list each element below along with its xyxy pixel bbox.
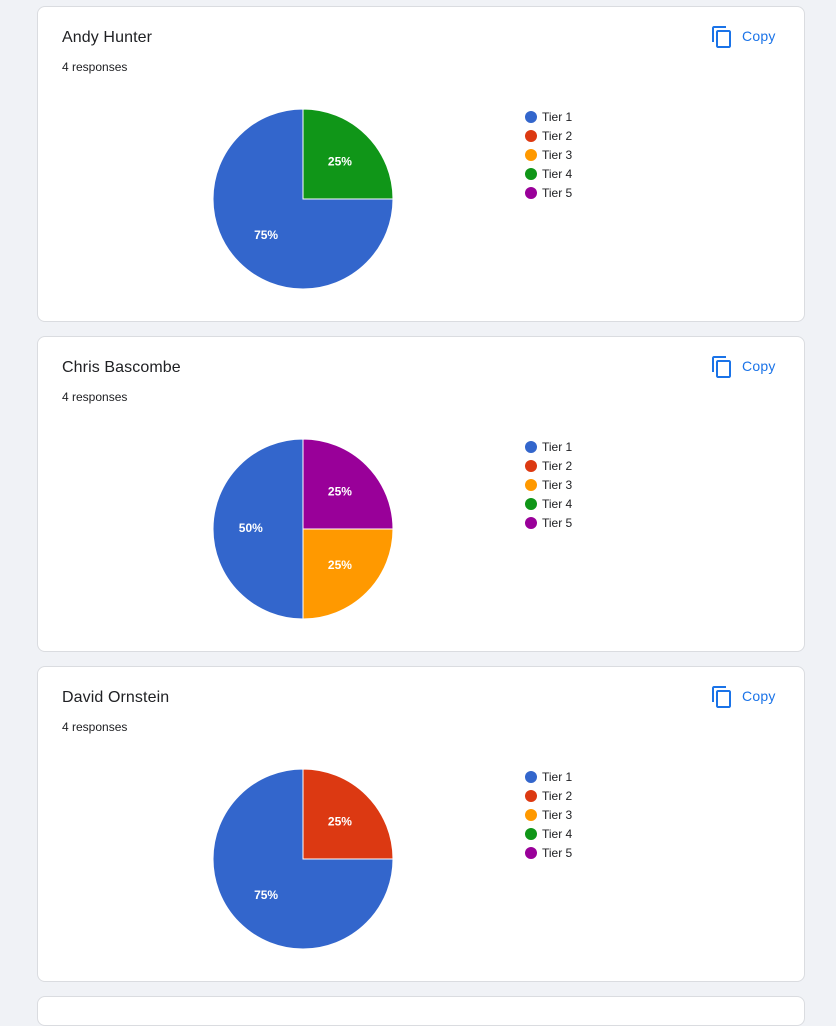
legend-swatch (525, 827, 537, 840)
legend-item-tier-5: Tier 5 (525, 843, 572, 862)
pie-chart: 75% 25% (210, 766, 396, 952)
response-count: 4 responses (62, 390, 128, 404)
response-count: 4 responses (62, 720, 128, 734)
legend-swatch (525, 167, 537, 180)
pie-chart-svg: 75% 25% (212, 768, 394, 950)
legend-label: Tier 3 (542, 807, 573, 822)
legend-swatch (525, 478, 537, 491)
chart-legend: Tier 1 Tier 2 Tier 3 Tier 4 Tier 5 (525, 107, 572, 202)
copy-icon (712, 26, 731, 48)
question-title: David Ornstein (62, 689, 170, 706)
legend-item-tier-5: Tier 5 (525, 183, 572, 202)
legend-label: Tier 4 (542, 496, 573, 511)
chart-legend: Tier 1 Tier 2 Tier 3 Tier 4 Tier 5 (525, 437, 572, 532)
copy-button[interactable]: Copy (710, 25, 776, 49)
copy-label: Copy (742, 358, 776, 374)
pie-slice-label: 25% (328, 558, 352, 572)
legend-item-tier-2: Tier 2 (525, 786, 572, 805)
legend-label: Tier 3 (542, 147, 573, 162)
pie-slice-tier-5 (302, 438, 394, 530)
copy-icon (712, 356, 731, 378)
legend-item-tier-4: Tier 4 (525, 164, 572, 183)
question-title: Chris Bascombe (62, 359, 181, 376)
legend-label: Tier 4 (542, 166, 573, 181)
legend-swatch (525, 110, 537, 123)
pie-slice-tier-4 (302, 108, 394, 200)
legend-swatch (525, 129, 537, 142)
pie-chart-svg: 50% 25% 25% (212, 438, 394, 620)
legend-label: Tier 2 (542, 458, 573, 473)
legend-label: Tier 1 (542, 439, 573, 454)
legend-label: Tier 1 (542, 769, 573, 784)
pie-slice-tier-1 (212, 438, 304, 620)
legend-label: Tier 2 (542, 788, 573, 803)
legend-label: Tier 3 (542, 477, 573, 492)
legend-item-tier-3: Tier 3 (525, 475, 572, 494)
legend-item-tier-1: Tier 1 (525, 767, 572, 786)
legend-swatch (525, 186, 537, 199)
pie-slice-label: 50% (239, 521, 263, 535)
copy-label: Copy (742, 28, 776, 44)
chart-legend: Tier 1 Tier 2 Tier 3 Tier 4 Tier 5 (525, 767, 572, 862)
pie-slice-label: 25% (328, 154, 352, 168)
question-card: Andy Hunter 4 responses Copy 75% 25% Tier… (37, 6, 805, 322)
copy-button[interactable]: Copy (710, 355, 776, 379)
legend-swatch (525, 789, 537, 802)
legend-swatch (525, 770, 537, 783)
copy-label: Copy (742, 688, 776, 704)
legend-label: Tier 5 (542, 185, 573, 200)
legend-swatch (525, 440, 537, 453)
legend-item-tier-1: Tier 1 (525, 437, 572, 456)
legend-swatch (525, 148, 537, 161)
pie-slice-label: 75% (254, 228, 278, 242)
pie-chart: 50% 25% 25% (210, 436, 396, 622)
legend-item-tier-5: Tier 5 (525, 513, 572, 532)
legend-item-tier-4: Tier 4 (525, 494, 572, 513)
copy-icon (712, 686, 731, 708)
legend-item-tier-4: Tier 4 (525, 824, 572, 843)
pie-chart-svg: 75% 25% (212, 108, 394, 290)
legend-label: Tier 1 (542, 109, 573, 124)
pie-chart: 75% 25% (210, 106, 396, 292)
pie-slice-label: 25% (328, 484, 352, 498)
pie-slice-label: 25% (328, 814, 352, 828)
legend-label: Tier 5 (542, 845, 573, 860)
legend-swatch (525, 516, 537, 529)
question-card: David Ornstein 4 responses Copy 75% 25% T… (37, 666, 805, 982)
legend-item-tier-3: Tier 3 (525, 805, 572, 824)
question-card: Chris Bascombe 4 responses Copy 50% 25% 25… (37, 336, 805, 652)
question-card (37, 996, 805, 1026)
legend-swatch (525, 808, 537, 821)
legend-item-tier-2: Tier 2 (525, 126, 572, 145)
response-count: 4 responses (62, 60, 128, 74)
pie-slice-label: 75% (254, 888, 278, 902)
legend-item-tier-3: Tier 3 (525, 145, 572, 164)
copy-button[interactable]: Copy (710, 685, 776, 709)
legend-swatch (525, 459, 537, 472)
legend-item-tier-1: Tier 1 (525, 107, 572, 126)
legend-label: Tier 2 (542, 128, 573, 143)
legend-item-tier-2: Tier 2 (525, 456, 572, 475)
legend-label: Tier 4 (542, 826, 573, 841)
legend-swatch (525, 846, 537, 859)
question-title: Andy Hunter (62, 29, 153, 46)
pie-slice-tier-3 (302, 528, 394, 620)
pie-slice-tier-2 (302, 768, 394, 860)
legend-label: Tier 5 (542, 515, 573, 530)
legend-swatch (525, 497, 537, 510)
